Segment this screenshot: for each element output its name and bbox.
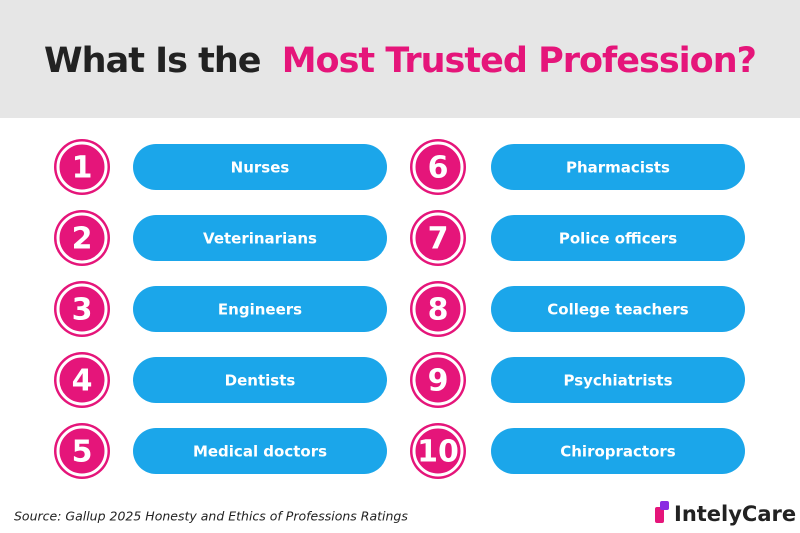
- title-highlight: Most Trusted Profession?: [282, 41, 756, 81]
- ranking-list: 1 Nurses 2 Veterinarians 3 Engineers 4 Dentists…: [54, 139, 745, 479]
- profession-pill: [491, 428, 745, 474]
- rank-badge-outer: [54, 423, 110, 479]
- profession-label: Psychiatrists: [563, 372, 672, 390]
- logo-icon: [660, 501, 669, 510]
- rank-badge-ring: [412, 354, 464, 406]
- profession-label: Nurses: [231, 159, 290, 177]
- rank-number: 7: [428, 222, 449, 257]
- profession-label: Dentists: [225, 372, 296, 390]
- rank-badge-ring: [56, 425, 108, 477]
- profession-pill: [491, 215, 745, 261]
- profession-pill: [133, 144, 387, 190]
- rank-badge-ring: [412, 425, 464, 477]
- rank-badge-outer: [410, 139, 466, 195]
- rank-number: 10: [417, 435, 459, 470]
- rank-number: 9: [428, 364, 449, 399]
- logo: IntelyCare: [655, 501, 796, 526]
- title: What Is the Most Trusted Profession?: [44, 41, 756, 81]
- rank-badge-outer: [54, 139, 110, 195]
- rank-number: 2: [72, 222, 93, 257]
- profession-pill: [133, 428, 387, 474]
- rank-badge-ring: [412, 212, 464, 264]
- header-band: [0, 0, 800, 118]
- source-note: Source: Gallup 2025 Honesty and Ethics o…: [14, 509, 408, 524]
- profession-pill: [133, 357, 387, 403]
- rank-badge-outer: [410, 210, 466, 266]
- logo-text: IntelyCare: [674, 502, 796, 526]
- rank-badge-outer: [54, 352, 110, 408]
- profession-label: College teachers: [547, 301, 689, 319]
- rank-number: 1: [72, 151, 93, 186]
- profession-label: Medical doctors: [193, 443, 327, 461]
- logo-icon: [655, 507, 664, 523]
- title-plain: What Is the: [44, 41, 261, 81]
- profession-pill: [491, 357, 745, 403]
- rank-badge-ring: [412, 141, 464, 193]
- rank-badge-ring: [56, 141, 108, 193]
- rank-badge-ring: [56, 283, 108, 335]
- profession-label: Pharmacists: [566, 159, 670, 177]
- rank-badge-outer: [410, 423, 466, 479]
- rank-number: 3: [72, 293, 93, 328]
- profession-label: Police officers: [559, 230, 677, 248]
- rank-badge-outer: [54, 210, 110, 266]
- profession-label: Chiropractors: [560, 443, 676, 461]
- rank-number: 8: [428, 293, 449, 328]
- rank-number: 5: [72, 435, 93, 470]
- rank-badge-outer: [410, 352, 466, 408]
- rank-badge-outer: [410, 281, 466, 337]
- profession-label: Engineers: [218, 301, 302, 319]
- rank-badge-outer: [54, 281, 110, 337]
- profession-label: Veterinarians: [203, 230, 317, 248]
- rank-badge-ring: [412, 283, 464, 335]
- profession-pill: [491, 286, 745, 332]
- profession-pill: [491, 144, 745, 190]
- rank-number: 4: [72, 364, 93, 399]
- rank-badge-ring: [56, 212, 108, 264]
- rank-badge-ring: [56, 354, 108, 406]
- profession-pill: [133, 286, 387, 332]
- profession-pill: [133, 215, 387, 261]
- rank-number: 6: [428, 151, 449, 186]
